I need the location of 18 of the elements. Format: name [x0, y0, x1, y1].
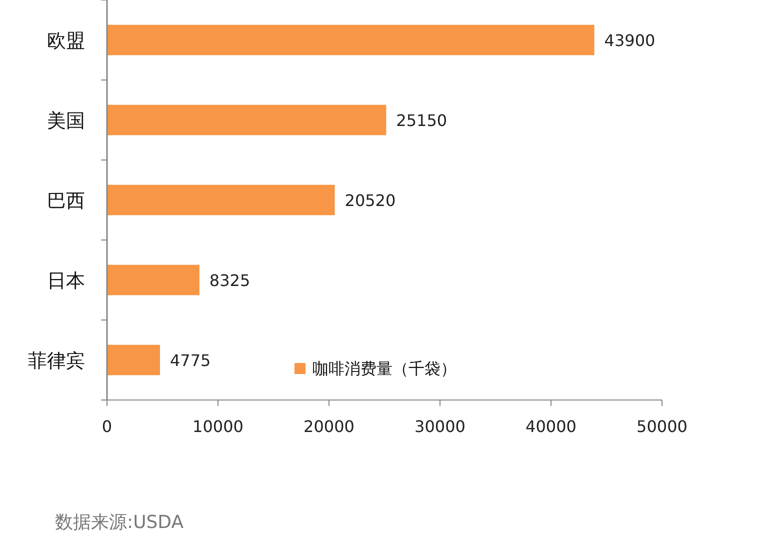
x-tick-label: 20000 [304, 417, 354, 436]
x-tick-label: 30000 [414, 417, 466, 436]
x-tick-label: 50000 [636, 417, 688, 436]
x-tick-label: 0 [102, 417, 112, 436]
y-tick-label: 菲律宾 [28, 350, 85, 372]
x-tick-label: 10000 [192, 417, 244, 436]
legend-label: 咖啡消费量（千袋） [312, 359, 456, 378]
data-label: 43900 [604, 31, 656, 50]
data-label: 8325 [209, 271, 250, 290]
x-tick-label: 40000 [526, 417, 576, 436]
data-label: 20520 [344, 191, 396, 210]
data-label: 25150 [396, 111, 448, 130]
source-note: 数据来源:USDA [55, 512, 184, 533]
y-tick-label: 美国 [47, 110, 85, 132]
y-tick-label: 欧盟 [47, 30, 85, 52]
y-tick-label: 巴西 [47, 190, 85, 212]
data-label: 4775 [170, 351, 211, 370]
y-tick-label: 日本 [47, 270, 85, 292]
